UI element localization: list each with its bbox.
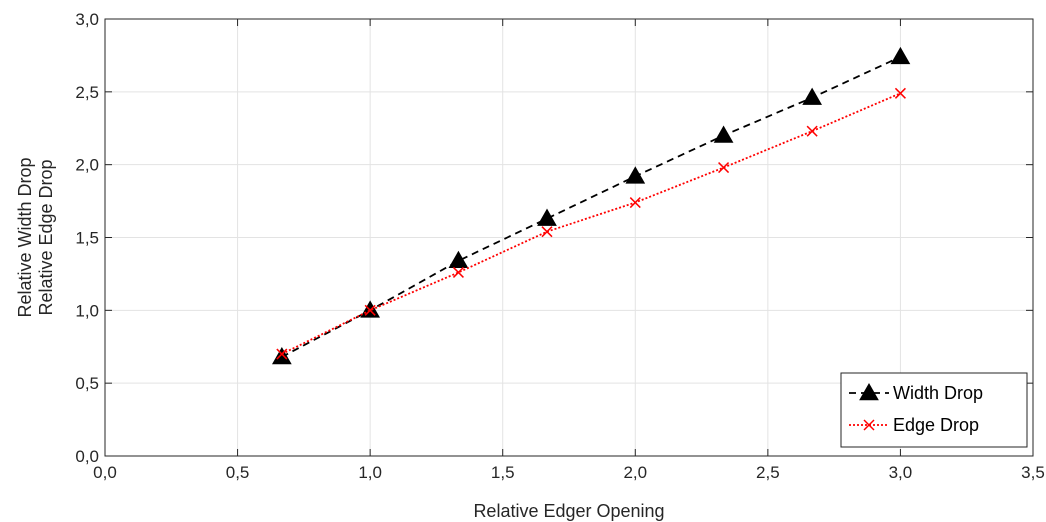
- data-point-triangle: [271, 346, 292, 365]
- data-point-triangle: [625, 166, 646, 184]
- legend-marker-x-icon: [863, 419, 875, 431]
- tick-labels: 0,0 0,5 1,0 1,5 2,0 2,5 3,0 3,5 0,0 0,5 1,0 1,5 2,0 2…: [75, 10, 1044, 482]
- data-point-x: [364, 304, 376, 316]
- x-axis-label: Relative Edger Opening: [473, 501, 664, 521]
- y-tick-label: 2,0: [75, 156, 99, 175]
- data-point-x: [718, 162, 730, 174]
- y-tick-label: 0,5: [75, 374, 99, 393]
- axis-ticks: [104, 18, 1034, 457]
- x-tick-label: 1,5: [491, 463, 515, 482]
- x-tick-label: 0,5: [226, 463, 250, 482]
- y-axis-label-line-1: Relative Width Drop: [15, 157, 35, 317]
- data-point-x: [806, 125, 818, 137]
- legend-marker-triangle-icon: [859, 382, 879, 401]
- data-point-triangle: [448, 250, 469, 269]
- legend-label-edge-drop: Edge Drop: [893, 415, 979, 435]
- y-axis-label-line-2: Relative Edge Drop: [36, 159, 56, 315]
- x-tick-label: 3,5: [1021, 463, 1045, 482]
- y-tick-label: 2,5: [75, 83, 99, 102]
- data-point-x: [629, 197, 641, 209]
- legend-x-icon: [863, 419, 875, 431]
- y-tick-label: 0,0: [75, 447, 99, 466]
- series-line-width-drop: [281, 56, 901, 358]
- legend-label-width-drop: Width Drop: [893, 383, 983, 403]
- legend: Width Drop Edge Drop: [840, 372, 1028, 448]
- legend-entry-width-drop: Width Drop: [849, 382, 983, 403]
- data-point-x: [452, 266, 464, 278]
- data-point-triangle: [802, 87, 822, 105]
- data-point-x: [276, 348, 288, 360]
- x-tick-label: 0,0: [93, 463, 117, 482]
- data-point-triangle: [537, 208, 557, 226]
- data-point-triangle: [713, 125, 734, 143]
- x-tick-label: 2,5: [756, 463, 780, 482]
- data-point-x: [541, 226, 553, 238]
- legend-triangle-icon: [859, 382, 879, 401]
- legend-entry-edge-drop: Edge Drop: [849, 415, 979, 435]
- x-tick-label: 1,0: [358, 463, 382, 482]
- y-tick-label: 1,5: [75, 229, 99, 248]
- y-tick-label: 3,0: [75, 10, 99, 29]
- data-point-x: [894, 87, 906, 99]
- series-layer: [271, 46, 911, 365]
- x-tick-label: 3,0: [889, 463, 913, 482]
- legend-box: [840, 372, 1028, 448]
- data-point-triangle: [360, 300, 381, 318]
- x-tick-label: 2,0: [623, 463, 647, 482]
- y-tick-label: 1,0: [75, 301, 99, 320]
- data-point-triangle: [890, 46, 911, 65]
